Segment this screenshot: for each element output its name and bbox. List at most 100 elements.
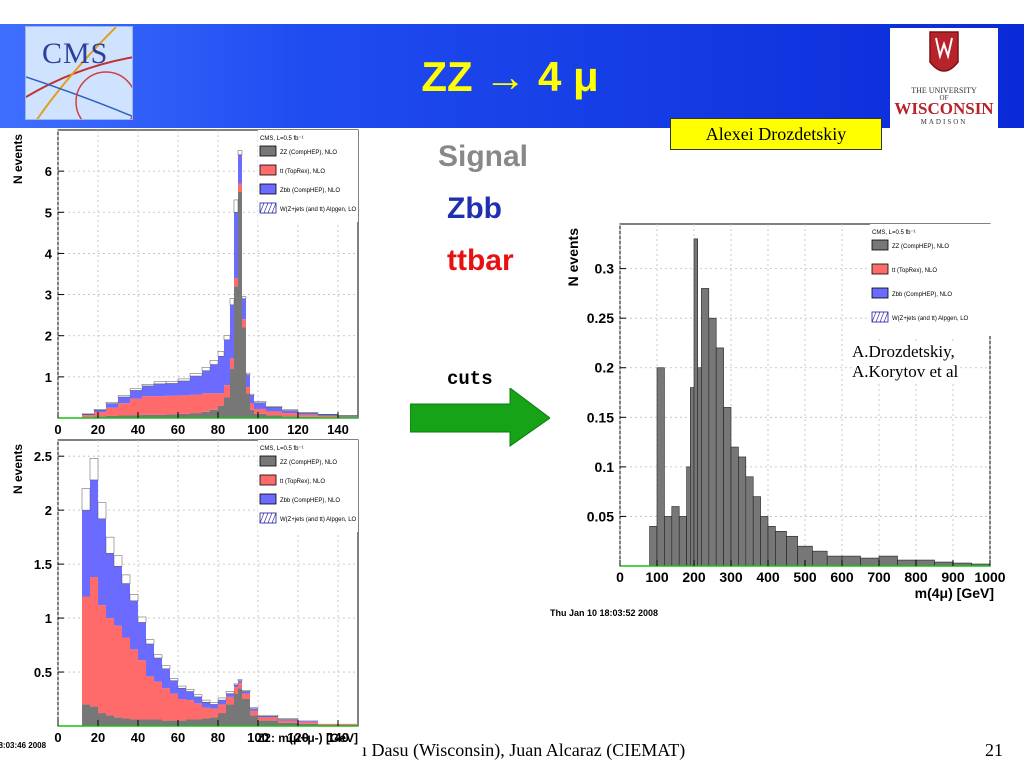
bar-zz — [745, 476, 754, 567]
y-tick-label: 0.3 — [595, 261, 615, 277]
bar-tt — [98, 605, 106, 714]
bar-zz — [786, 535, 798, 567]
label-zbb: Zbb — [447, 192, 502, 225]
bar-zz — [170, 720, 178, 726]
x-tick-label: 140 — [327, 730, 349, 745]
bar-tt — [210, 708, 218, 718]
y-tick-label: 6 — [45, 164, 52, 179]
bar-tt — [242, 693, 250, 700]
legend-swatch-zbb — [259, 183, 277, 195]
uw-logo-line-4: MADISON — [920, 118, 968, 126]
bar-w — [113, 555, 123, 567]
bar-w — [189, 373, 203, 377]
bar-tt — [234, 278, 238, 287]
bar-w — [209, 360, 219, 365]
x-tick-label: 700 — [867, 569, 891, 585]
bar-tt — [266, 411, 282, 416]
x-tick-label: 0 — [54, 422, 61, 437]
bar-zz — [138, 719, 146, 726]
credit-note: A.Drozdetskiy, A.Korytov et al — [852, 342, 959, 382]
bar-tt — [178, 395, 190, 414]
legend-hatch — [875, 311, 881, 323]
bar-zz — [282, 416, 298, 418]
bar-tt — [230, 358, 234, 369]
bar-zbb — [154, 658, 162, 682]
bar-zbb — [94, 410, 106, 413]
legend-swatch-zbb — [871, 287, 889, 299]
x-axis-label: m(4μ) [GeV] — [915, 585, 994, 601]
y-tick-label: 2 — [45, 329, 52, 344]
bar-tt — [114, 625, 122, 718]
bar-zbb — [258, 716, 278, 718]
y-tick-label: 1 — [45, 611, 52, 626]
bar-zbb — [130, 390, 142, 399]
bar-zbb — [298, 413, 318, 415]
legend-entry-tt: tt (TopRex), NLO — [280, 479, 325, 485]
bar-tt — [106, 407, 118, 416]
bar-zz — [230, 368, 234, 418]
x-tick-label: 300 — [719, 569, 743, 585]
bar-w — [317, 414, 339, 416]
stat-label: CMS, L=0.5 fb⁻¹ — [260, 136, 304, 142]
bar-w — [223, 335, 231, 341]
chart-bottom-left: 0 20 40 60 80 100 120 140 0.5 1 1.5 2 2.5 N events Z2:… — [0, 439, 359, 750]
stat-label: CMS, L=0.5 fb⁻¹ — [260, 446, 304, 452]
bar-tt — [186, 700, 194, 720]
bar-zz — [246, 393, 250, 418]
uw-logo: THE UNIVERSITY OF WISCONSIN MADISON — [890, 28, 998, 128]
y-tick-label: 3 — [45, 288, 52, 303]
bar-zz — [224, 397, 230, 418]
bar-w — [129, 388, 143, 391]
bar-zz — [671, 506, 680, 567]
uw-logo-line-2: OF — [939, 94, 949, 102]
legend-swatch-zbb — [259, 493, 277, 505]
y-tick-label: 0.25 — [587, 310, 614, 326]
bar-w — [233, 199, 239, 213]
y-tick-label: 0.05 — [587, 508, 614, 524]
bar-w — [253, 401, 267, 404]
legend-swatch-tt — [259, 164, 277, 176]
bar-zbb — [178, 688, 186, 700]
bar-tt — [162, 688, 170, 721]
legend-swatch-w — [259, 512, 277, 524]
y-tick-label: 1.5 — [34, 557, 52, 572]
y-tick-label: 0.15 — [587, 409, 614, 425]
cms-logo-text: CMS — [42, 37, 109, 70]
title-banner — [0, 24, 1024, 128]
bar-zbb — [210, 704, 218, 709]
x-tick-label: 100 — [247, 730, 269, 745]
bar-zbb — [114, 566, 122, 626]
y-tick-label: 2 — [45, 503, 52, 518]
bar-w — [209, 702, 219, 705]
bar-w — [193, 694, 203, 698]
bar-zz — [226, 704, 234, 726]
bar-w — [105, 536, 115, 554]
bar-zz — [250, 715, 258, 726]
bar-zz — [178, 720, 186, 726]
bar-tt — [250, 403, 254, 410]
bar-zbb — [166, 383, 178, 396]
legend-hatch — [879, 311, 885, 323]
y-tick-label: 4 — [45, 246, 53, 261]
x-tick-label: 500 — [793, 569, 817, 585]
bar-zz — [218, 713, 226, 726]
label-ttbar: ttbar — [447, 244, 514, 277]
right-arrow-icon — [410, 388, 550, 447]
bar-zbb — [106, 553, 114, 619]
bar-zz — [690, 387, 695, 567]
bar-tt — [178, 699, 186, 721]
bar-zz — [142, 414, 154, 418]
bar-w — [81, 488, 91, 511]
bar-zbb — [254, 402, 266, 409]
bar-zbb — [230, 304, 234, 359]
bar-zz — [122, 718, 130, 726]
bar-w — [177, 378, 191, 382]
bar-w — [249, 707, 259, 709]
bar-w — [233, 683, 239, 686]
bar-tt — [318, 415, 338, 418]
bar-zz — [278, 722, 298, 726]
bar-w — [249, 393, 255, 396]
legend-swatch-zz — [871, 239, 889, 251]
bar-zbb — [250, 708, 258, 711]
bar-zz — [649, 526, 658, 567]
